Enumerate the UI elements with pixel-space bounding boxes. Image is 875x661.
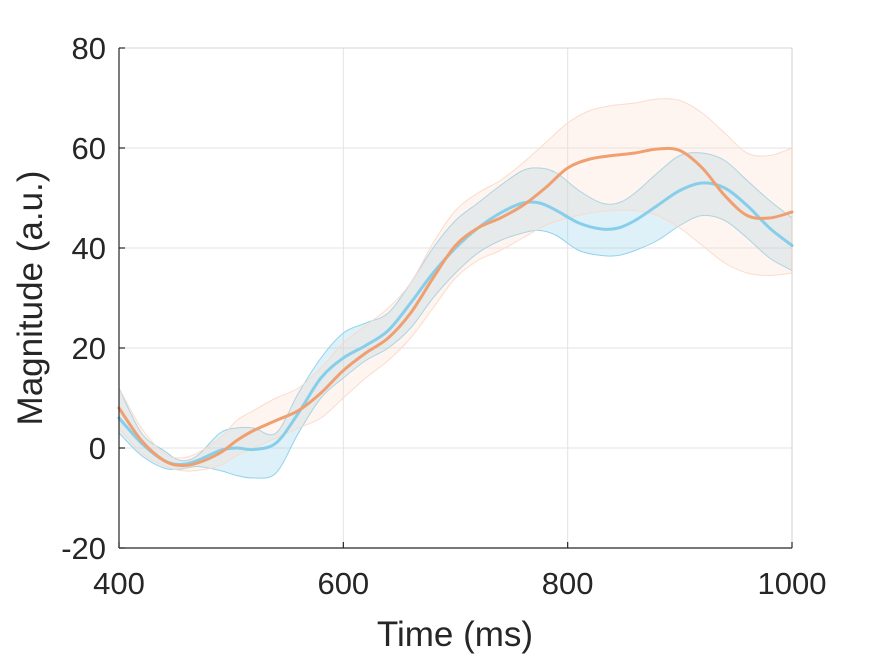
series-lines <box>117 146 794 468</box>
x-tick-label: 1000 <box>758 566 827 601</box>
y-tick-label: 0 <box>89 431 106 466</box>
grid-lines <box>118 47 793 549</box>
series-2-line <box>117 146 794 468</box>
axes <box>118 47 793 549</box>
confidence-bands <box>118 98 793 479</box>
y-tick-label: 60 <box>72 131 106 166</box>
y-tick-label: 80 <box>72 31 106 66</box>
y-tick-label: 20 <box>72 331 106 366</box>
x-axis-title: Time (ms) <box>377 615 533 654</box>
tick-labels: 400 600 800 1000 -20 0 20 40 60 80 <box>61 31 826 601</box>
y-tick-label: -20 <box>61 531 106 566</box>
x-tick-label: 600 <box>317 566 369 601</box>
x-tick-label: 400 <box>93 566 145 601</box>
series-2-band <box>118 98 793 472</box>
y-tick-label: 40 <box>72 231 106 266</box>
x-tick-label: 800 <box>542 566 594 601</box>
plot-area <box>119 48 792 548</box>
y-axis-title: Magnitude (a.u.) <box>11 171 50 426</box>
